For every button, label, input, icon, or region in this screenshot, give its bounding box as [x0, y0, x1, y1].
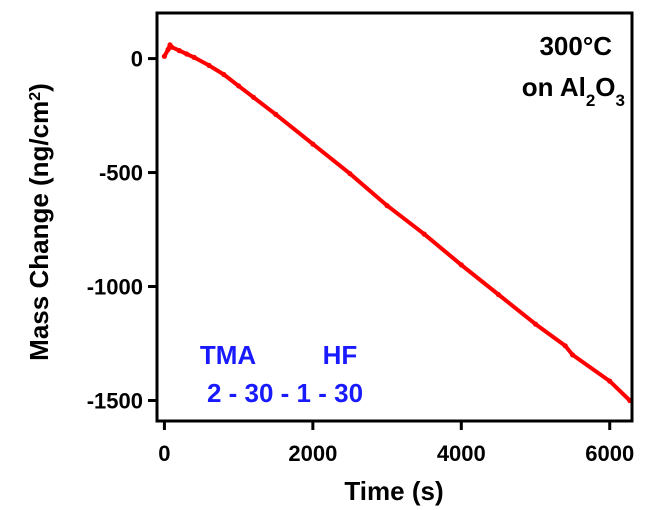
axis-ticks: 0 2000 4000 6000 0 -500 -1000 -1500	[87, 47, 634, 466]
data-point	[206, 62, 212, 68]
substrate-sub-2: 3	[616, 91, 625, 110]
sequence-label: 2 - 30 - 1 - 30	[207, 378, 363, 408]
data-point	[310, 141, 316, 147]
data-point	[532, 321, 539, 327]
plot-marks	[161, 42, 633, 404]
data-point	[176, 48, 182, 54]
data-point	[347, 171, 353, 177]
data-point	[458, 262, 464, 268]
tma-label: TMA	[200, 340, 257, 370]
y-axis-title-sup: 2	[27, 92, 44, 101]
data-point	[273, 111, 279, 117]
data-point	[236, 83, 242, 89]
data-point	[165, 46, 171, 53]
x-tick-label: 2000	[288, 441, 337, 466]
data-point	[169, 44, 175, 50]
hf-label: HF	[323, 340, 358, 370]
x-tick-label: 4000	[437, 441, 486, 466]
data-point	[607, 378, 613, 384]
temperature-label: 300°C	[539, 31, 612, 61]
substrate-label: on Al2O3	[522, 72, 625, 110]
substrate-sub-1: 2	[586, 91, 595, 110]
x-tick-label: 0	[158, 441, 170, 466]
y-axis-title: Mass Change (ng/cm2)	[24, 83, 54, 361]
y-axis-title-end: )	[24, 83, 54, 92]
y-tick-label: -500	[99, 161, 143, 186]
y-tick-label: 0	[131, 47, 143, 72]
data-point	[184, 51, 190, 57]
data-point	[570, 352, 576, 358]
data-point	[221, 71, 227, 78]
y-tick-label: -1000	[87, 275, 143, 300]
substrate-mid: O	[595, 72, 615, 102]
data-point	[384, 203, 390, 209]
data-point	[191, 54, 197, 61]
data-point	[161, 53, 167, 59]
plot-frame	[155, 11, 634, 423]
data-point	[250, 94, 257, 100]
x-tick-label: 6000	[585, 441, 634, 466]
y-axis-title-main: Mass Change (ng/cm	[24, 101, 54, 361]
substrate-prefix: on Al	[522, 72, 586, 102]
x-axis-title: Time (s)	[344, 476, 443, 506]
data-point	[562, 343, 568, 349]
y-tick-label: -1500	[87, 388, 143, 413]
data-point	[421, 231, 427, 237]
data-point	[495, 291, 501, 298]
